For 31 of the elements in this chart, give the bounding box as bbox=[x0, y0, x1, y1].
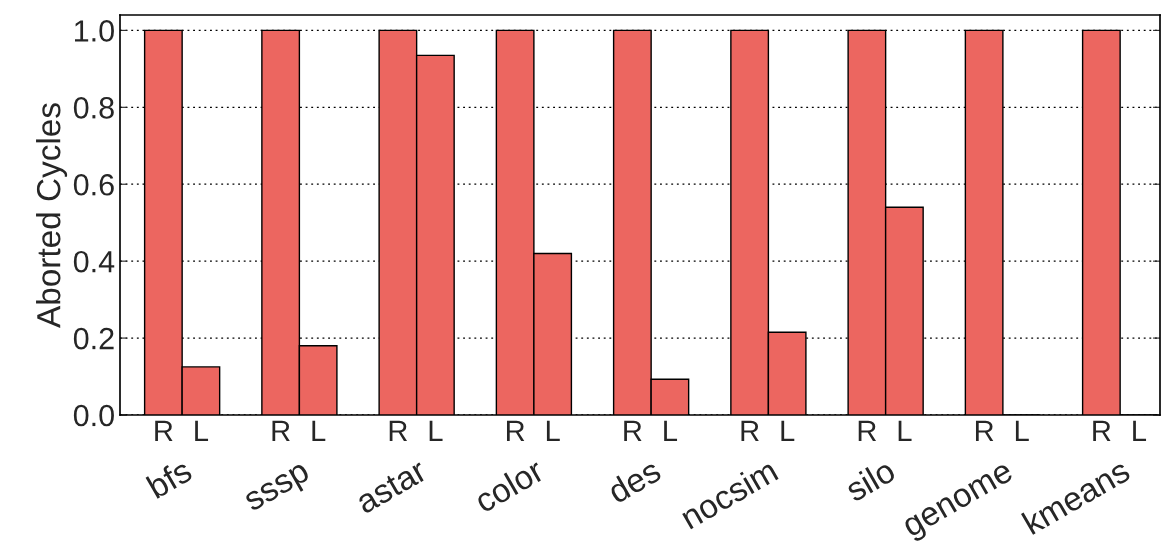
text: R bbox=[858, 420, 877, 441]
y-tick-label: 0.0 bbox=[73, 404, 114, 427]
text: R bbox=[741, 420, 759, 441]
series-label: R bbox=[155, 420, 173, 441]
y-tick-label: 0.8 bbox=[73, 97, 114, 119]
y-tick-label: 0.6 bbox=[73, 173, 114, 196]
text: R bbox=[272, 420, 290, 441]
text: R bbox=[506, 420, 525, 441]
text: L bbox=[312, 420, 326, 441]
text: L bbox=[546, 420, 560, 441]
text: R bbox=[624, 420, 642, 441]
x-tick-label: sssp bbox=[243, 462, 314, 518]
x-tick-label: silo bbox=[843, 457, 897, 503]
text: L bbox=[1133, 420, 1147, 441]
x-tick-label: des bbox=[605, 457, 663, 505]
text: L bbox=[664, 420, 678, 441]
text: L bbox=[1015, 420, 1029, 441]
y-axis-title: Aborted Cycles bbox=[36, 103, 68, 328]
y-tick-label: 0.2 bbox=[73, 327, 114, 350]
text: R bbox=[1093, 420, 1111, 441]
series-label: L bbox=[195, 420, 209, 441]
text: R bbox=[975, 420, 994, 441]
text: L bbox=[898, 420, 912, 441]
text: L bbox=[429, 420, 443, 441]
x-tick-label: bfs bbox=[145, 457, 194, 500]
x-tick-label: color bbox=[472, 456, 546, 514]
text: R bbox=[389, 420, 408, 441]
y-tick-label: 0.4 bbox=[73, 250, 115, 273]
text: L bbox=[781, 420, 795, 441]
x-tick-label: astar bbox=[355, 459, 429, 515]
y-tick-label: 1.0 bbox=[75, 20, 114, 42]
